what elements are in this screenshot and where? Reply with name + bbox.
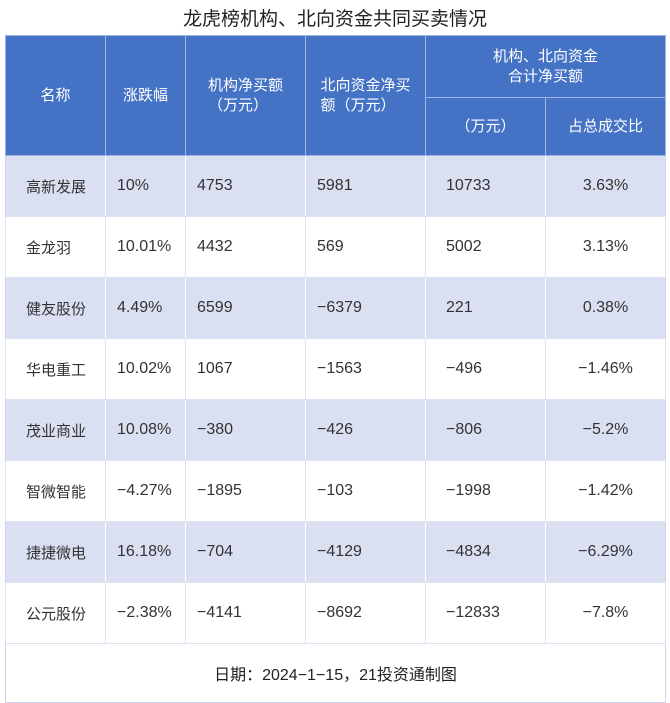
change-cell: −2.38%: [105, 582, 186, 644]
change-cell: 16.18%: [105, 521, 186, 583]
change-cell: 10%: [105, 155, 186, 217]
turnover-ratio-cell: 3.63%: [544, 155, 667, 217]
header-change: 涨跌幅: [105, 35, 186, 156]
header-northbound-net-buy: 北向资金净买 额（万元）: [305, 35, 426, 156]
change-cell: 4.49%: [105, 277, 186, 339]
combined-net-buy-cell: 5002: [425, 216, 546, 278]
header-label-wrap: 机构净买额 （万元）: [208, 76, 283, 116]
institution-net-buy-cell: 4753: [185, 155, 306, 217]
combined-net-buy-cell: −496: [425, 338, 546, 400]
table-body: 高新发展 10% 4753 5981 10733 3.63% 金龙羽 10.01…: [4, 155, 667, 703]
northbound-net-buy-cell: −426: [305, 399, 426, 461]
change-cell: 10.08%: [105, 399, 186, 461]
header-line: 机构净买额: [207, 76, 283, 94]
table-header: 名称 涨跌幅 机构净买额 （万元） 北向资金净买 额（万元） 机构、北向资金 合…: [5, 35, 667, 156]
stock-name-cell: 智微智能: [5, 460, 106, 522]
combined-net-buy-cell: 10733: [425, 155, 546, 217]
stock-name-cell: 公元股份: [5, 582, 106, 644]
turnover-ratio-cell: −7.8%: [544, 582, 667, 644]
northbound-net-buy-cell: 569: [305, 216, 426, 278]
stock-name-cell: 捷捷微电: [5, 521, 106, 583]
northbound-net-buy-cell: −6379: [305, 277, 426, 339]
footer-row: 日期：2024−1−15，21投资通制图: [4, 643, 667, 703]
change-cell: 10.01%: [105, 216, 186, 278]
stock-name-cell: 华电重工: [5, 338, 106, 400]
stock-name-cell: 健友股份: [5, 277, 106, 339]
northbound-net-buy-cell: −8692: [305, 582, 426, 644]
institution-net-buy-cell: 1067: [185, 338, 306, 400]
combined-net-buy-cell: −4834: [425, 521, 546, 583]
table-row: 高新发展 10% 4753 5981 10733 3.63%: [5, 155, 667, 217]
header-line: 机构、北向资金: [493, 47, 599, 65]
stock-name-cell: 金龙羽: [5, 216, 106, 278]
northbound-net-buy-cell: 5981: [305, 155, 426, 217]
institution-net-buy-cell: −704: [185, 521, 306, 583]
header-label-wrap: 北向资金净买 额（万元）: [320, 76, 410, 116]
turnover-ratio-cell: −1.42%: [544, 460, 667, 522]
institution-net-buy-cell: 6599: [185, 277, 306, 339]
header-combined-group: 机构、北向资金 合计净买额: [424, 35, 667, 98]
turnover-ratio-cell: −6.29%: [544, 521, 667, 583]
table-row: 茂业商业 10.08% −380 −426 −806 −5.2%: [5, 399, 667, 461]
change-cell: −4.27%: [105, 460, 186, 522]
turnover-ratio-cell: 3.13%: [544, 216, 667, 278]
header-line: 北向资金净买: [320, 76, 411, 94]
institution-net-buy-cell: −1895: [185, 460, 306, 522]
table-row: 捷捷微电 16.18% −704 −4129 −4834 −6.29%: [5, 521, 667, 583]
combined-net-buy-cell: −806: [425, 399, 546, 461]
header-name: 名称: [5, 35, 106, 156]
table-title: 龙虎榜机构、北向资金共同买卖情况: [182, 9, 487, 30]
combined-net-buy-cell: 221: [425, 277, 546, 339]
source-footer: 日期：2024−1−15，21投资通制图: [4, 643, 667, 703]
combined-net-buy-cell: −12833: [425, 582, 546, 644]
header-institution-net-buy: 机构净买额 （万元）: [185, 35, 306, 156]
northbound-net-buy-cell: −103: [305, 460, 426, 522]
table-row: 公元股份 −2.38% −4141 −8692 −12833 −7.8%: [5, 582, 667, 644]
table-row: 金龙羽 10.01% 4432 569 5002 3.13%: [5, 216, 667, 278]
header-row: 名称 涨跌幅 机构净买额 （万元） 北向资金净买 额（万元） 机构、北向资金 合…: [5, 35, 667, 156]
header-turnover-ratio: 占总成交比: [544, 97, 667, 156]
turnover-ratio-cell: 0.38%: [544, 277, 667, 339]
turnover-ratio-cell: −1.46%: [544, 338, 667, 400]
northbound-net-buy-cell: −1563: [305, 338, 426, 400]
table-row: 智微智能 −4.27% −1895 −103 −1998 −1.42%: [5, 460, 667, 522]
header-combined-net-buy: （万元）: [425, 97, 546, 156]
data-table: 名称 涨跌幅 机构净买额 （万元） 北向资金净买 额（万元） 机构、北向资金 合…: [4, 35, 667, 703]
northbound-net-buy-cell: −4129: [305, 521, 426, 583]
stock-name-cell: 高新发展: [5, 155, 106, 217]
combined-net-buy-cell: −1998: [425, 460, 546, 522]
institution-net-buy-cell: 4432: [185, 216, 306, 278]
header-line: 合计净买额: [508, 67, 584, 85]
table-row: 健友股份 4.49% 6599 −6379 221 0.38%: [5, 277, 667, 339]
header-label-wrap: 机构、北向资金 合计净买额: [493, 47, 598, 87]
header-line: （万元）: [207, 96, 268, 114]
institution-net-buy-cell: −380: [185, 399, 306, 461]
change-cell: 10.02%: [105, 338, 186, 400]
header-subrow: （万元） 占总成交比: [6, 97, 667, 156]
turnover-ratio-cell: −5.2%: [544, 399, 667, 461]
institution-net-buy-cell: −4141: [185, 582, 306, 644]
table-row: 华电重工 10.02% 1067 −1563 −496 −1.46%: [5, 338, 667, 400]
stock-name-cell: 茂业商业: [5, 399, 106, 461]
header-line: 额（万元）: [320, 96, 396, 114]
